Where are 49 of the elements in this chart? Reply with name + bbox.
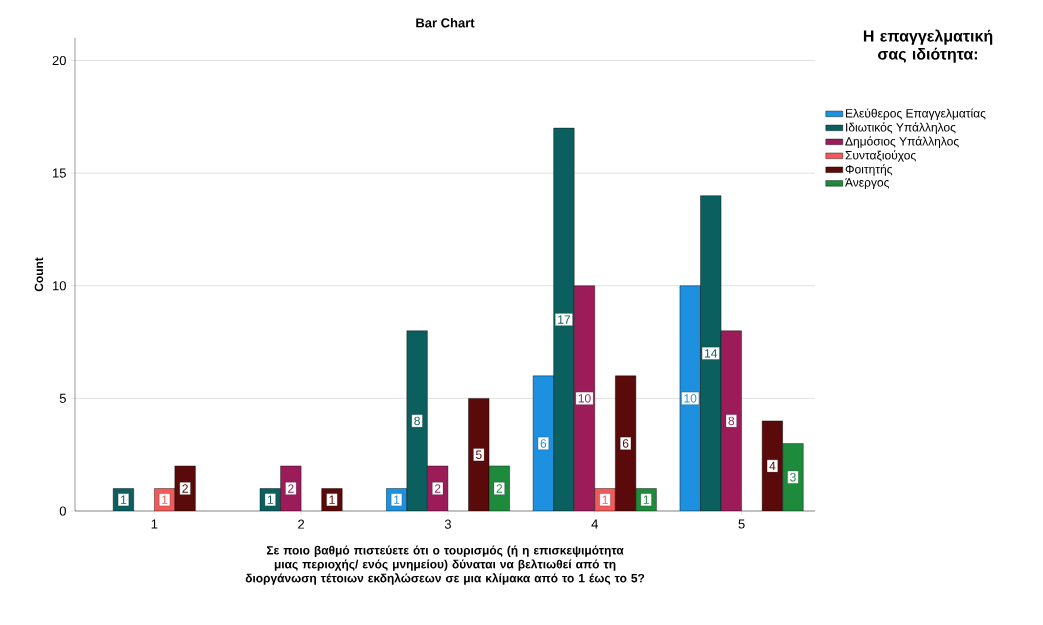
data-label: 17 — [558, 315, 571, 324]
y-tick-label: 15 — [52, 168, 66, 178]
data-label: 1 — [162, 495, 168, 504]
x-tick-label: 5 — [738, 519, 745, 529]
data-label: 1 — [267, 495, 274, 504]
data-label: 4 — [769, 461, 776, 471]
chart-title: Bar Chart — [416, 17, 475, 28]
x-tick-label: 4 — [591, 519, 598, 529]
data-label: 1 — [121, 495, 127, 504]
bar — [553, 128, 575, 511]
data-label: 3 — [790, 472, 796, 482]
legend-title: Η επαγγελματική σας ιδιότητα: — [863, 29, 993, 63]
y-tick-label: 20 — [52, 55, 66, 66]
x-axis-title: Σε ποιο βαθμό πιστεύετε ότι ο τουρισμός (ή η επισκεψιμότητα μιας περιοχής/ ενός μνημείου) δύναται να βελτιωθεί από τη διοργάνωση τέτοιων εκδηλώσεων σε μια κλίμακα από το 1 έως το 5? — [245, 545, 645, 585]
bar — [700, 195, 722, 511]
data-label: 8 — [414, 416, 420, 426]
data-label: 10 — [684, 394, 697, 403]
data-label: 1 — [602, 495, 608, 504]
y-tick-label: 0 — [59, 506, 66, 516]
bar — [679, 285, 701, 511]
data-label: 2 — [288, 484, 294, 493]
data-label: 5 — [475, 450, 482, 459]
bar — [574, 285, 595, 511]
x-tick-label: 2 — [298, 519, 305, 529]
data-label: 14 — [705, 349, 718, 358]
data-label: 2 — [496, 484, 503, 493]
legend-label: Συνταξιούχος — [845, 150, 916, 162]
bar — [406, 330, 428, 511]
data-label: 1 — [643, 495, 649, 504]
legend-label: Δημόσιος Υπάλληλος — [845, 136, 959, 148]
y-tick-label: 10 — [52, 281, 66, 291]
y-tick-label: 5 — [59, 393, 66, 403]
legend-label: Άνεργος — [845, 178, 890, 190]
data-label: 10 — [578, 394, 591, 403]
legend-label: Φοιτητής — [845, 164, 893, 176]
data-label: 1 — [329, 495, 335, 504]
data-label: 6 — [622, 439, 629, 448]
y-axis-title: Count — [34, 257, 44, 292]
data-label: 1 — [394, 495, 400, 504]
legend-label: Ιδιωτικός Υπάλληλος — [846, 122, 956, 134]
bar — [761, 420, 783, 511]
data-label: 8 — [728, 416, 735, 426]
bar — [720, 330, 742, 511]
x-tick-label: 1 — [151, 519, 158, 529]
data-label: 2 — [182, 484, 188, 493]
data-label: 6 — [540, 439, 547, 448]
data-label: 2 — [434, 484, 441, 493]
legend-label: Ελεύθερος Επαγγελματίας — [845, 108, 986, 120]
x-tick-label: 3 — [444, 519, 451, 529]
